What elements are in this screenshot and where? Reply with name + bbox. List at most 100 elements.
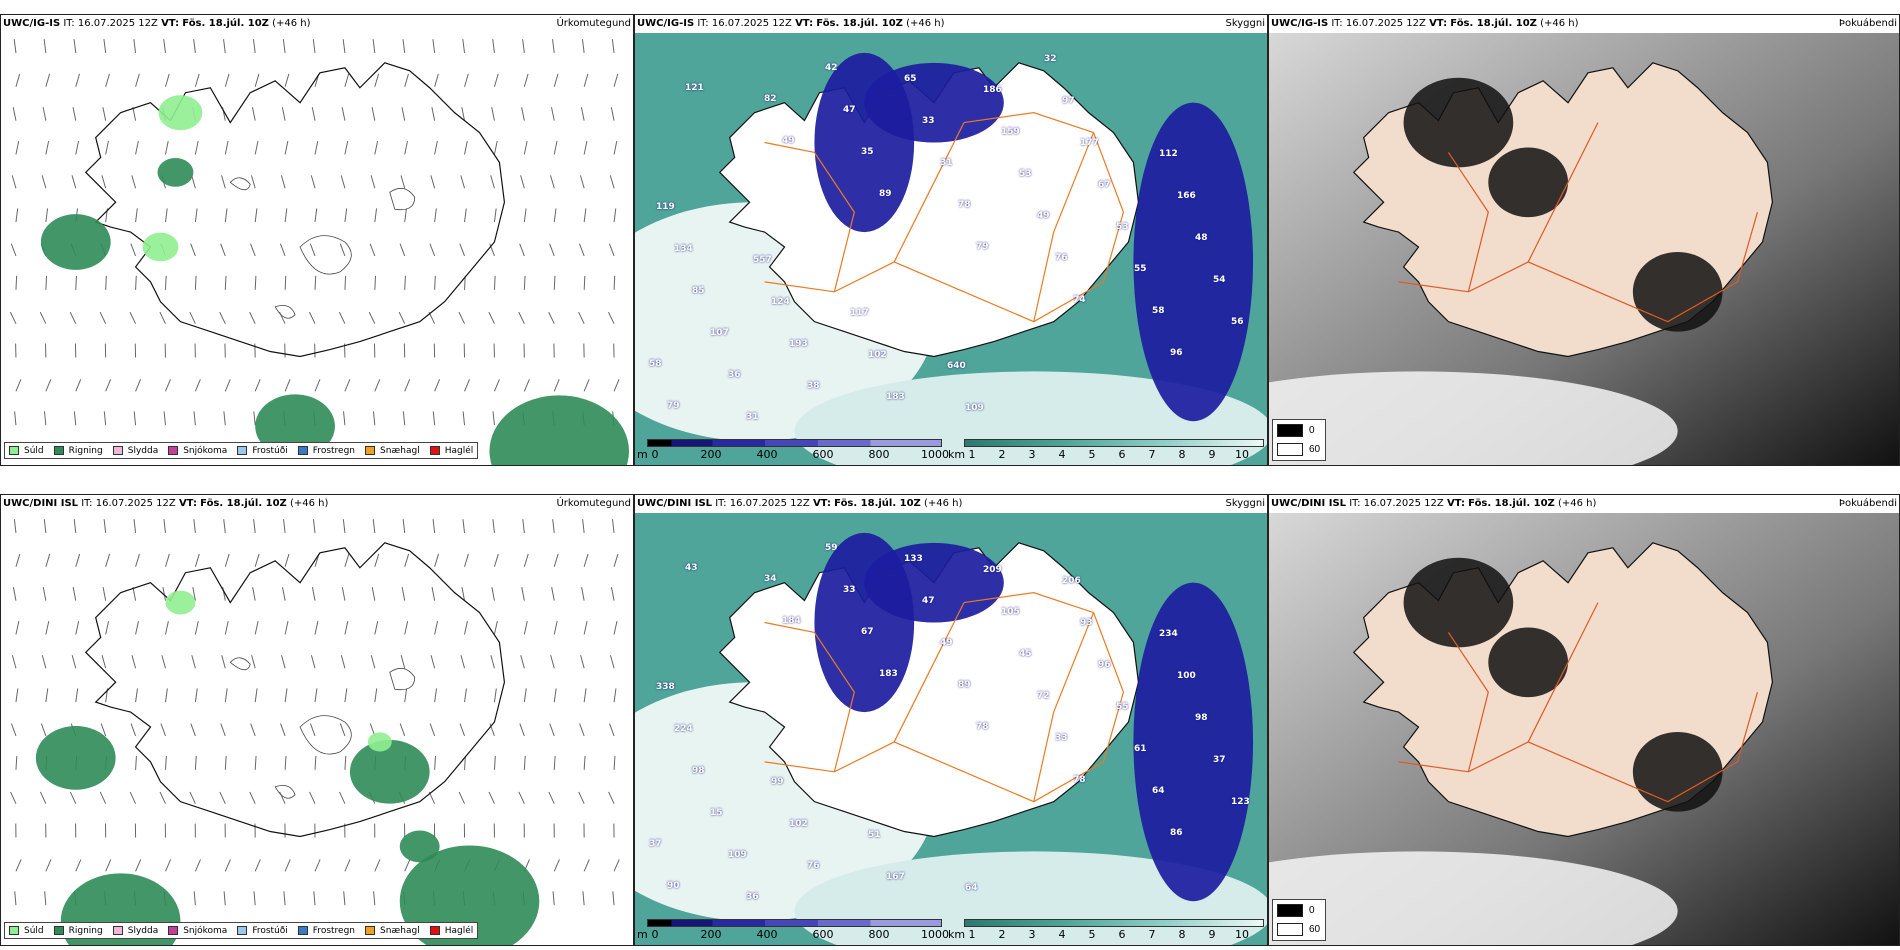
legend-item: Frostúði xyxy=(237,446,288,456)
visibility-value: 64 xyxy=(965,883,978,893)
visibility-value: 49 xyxy=(940,638,953,648)
parameter-name: Þokuábendi xyxy=(1838,498,1897,509)
road-network xyxy=(764,592,1125,803)
panel-visibility: UWC/IG-IS IT: 16.07.2025 12Z VT: Fös. 18… xyxy=(634,14,1268,466)
visibility-value: 78 xyxy=(976,722,989,732)
init-time: 16.07.2025 12Z xyxy=(95,498,176,509)
visibility-value: 102 xyxy=(789,819,808,829)
legend-label: Slydda xyxy=(127,445,159,456)
panel-visibility: UWC/DINI ISL IT: 16.07.2025 12Z VT: Fös.… xyxy=(634,494,1268,946)
legend-label: 0 xyxy=(1309,425,1315,436)
visibility-value: 93 xyxy=(1080,618,1093,628)
colorbar-tick: 400 xyxy=(756,928,778,941)
model-name: UWC/IG-IS xyxy=(3,18,61,29)
visibility-value: 58 xyxy=(649,359,662,369)
legend-label: Snjókoma xyxy=(183,445,228,456)
legend-item: Haglél xyxy=(429,446,473,456)
low-value-area xyxy=(1488,147,1569,218)
legend-swatch xyxy=(429,446,440,455)
visibility-value: 186 xyxy=(983,85,1002,95)
colorbar-tick: 6 xyxy=(1118,928,1126,941)
visibility-value: 59 xyxy=(825,543,838,553)
it-label: IT: xyxy=(1349,498,1361,509)
legend-item: Slydda xyxy=(112,926,158,936)
low-vis-area xyxy=(1133,102,1254,422)
legend-swatch xyxy=(112,926,123,935)
legend-item: Snjókoma xyxy=(168,926,227,936)
panel-title: UWC/DINI ISL IT: 16.07.2025 12Z VT: Fös.… xyxy=(637,498,962,509)
precip-area xyxy=(158,95,203,131)
colorbar-tick: 5 xyxy=(1088,448,1096,461)
precip-area xyxy=(40,214,111,270)
colorbar-tick: 2 xyxy=(998,928,1006,941)
visibility-value: 183 xyxy=(879,669,898,679)
colorbar-tick: 9 xyxy=(1208,928,1216,941)
visibility-value: 177 xyxy=(1080,138,1099,148)
colorbar-strip xyxy=(647,919,942,927)
visibility-value: 557 xyxy=(753,255,772,265)
legend-label: Snæhagl xyxy=(380,445,420,456)
model-name: UWC/IG-IS xyxy=(637,18,695,29)
visibility-value: 53 xyxy=(1116,222,1129,232)
panel-title: UWC/DINI ISL IT: 16.07.2025 12Z VT: Fös.… xyxy=(3,498,328,509)
visibility-value: 224 xyxy=(674,724,693,734)
precip-area xyxy=(142,232,179,262)
visibility-value: 56 xyxy=(1231,317,1244,327)
map-area[interactable] xyxy=(635,33,1267,465)
legend-item: 0 xyxy=(1277,424,1315,437)
map-area[interactable] xyxy=(635,513,1267,945)
map-area[interactable] xyxy=(1269,513,1899,945)
legend-swatch xyxy=(1277,443,1303,456)
visibility-value: 123 xyxy=(1231,797,1250,807)
lead-time: (+46 h) xyxy=(1558,498,1597,509)
visibility-value: 49 xyxy=(1037,211,1050,221)
colorbar-meters: m 0 200 400 600 800 1000 xyxy=(637,439,949,463)
valid-time: Fös. 18.júl. 10Z xyxy=(182,18,269,29)
visibility-value: 100 xyxy=(1177,671,1196,681)
map-area[interactable] xyxy=(1,33,633,465)
legend-label: Snæhagl xyxy=(380,925,420,936)
fog-legend: 0 60 xyxy=(1272,419,1326,461)
coastline xyxy=(84,542,506,838)
road-network xyxy=(764,112,1125,323)
legend-item: Haglél xyxy=(429,926,473,936)
panel-title: UWC/DINI ISL IT: 16.07.2025 12Z VT: Fös.… xyxy=(1271,498,1596,509)
visibility-value: 38 xyxy=(807,381,820,391)
visibility-map xyxy=(635,513,1267,945)
map-area[interactable] xyxy=(1269,33,1899,465)
vt-label: VT: xyxy=(161,18,180,29)
visibility-value: 54 xyxy=(1213,275,1226,285)
precip-type-legend: Súld Rigning Slydda Snjókoma Frostúði Frostre… xyxy=(4,442,479,459)
visibility-value: 112 xyxy=(1159,149,1178,159)
model-name: UWC/DINI ISL xyxy=(637,498,713,509)
legend-item: 60 xyxy=(1277,923,1320,936)
visibility-value: 184 xyxy=(782,616,801,626)
legend-swatch xyxy=(365,446,376,455)
colorbar-ticks: 1 2 3 4 5 6 7 8 9 10 xyxy=(948,928,1266,942)
visibility-value: 36 xyxy=(728,370,741,380)
visibility-value: 48 xyxy=(1195,233,1208,243)
visibility-value: 31 xyxy=(940,158,953,168)
visibility-value: 32 xyxy=(1044,54,1057,64)
colorbar-tick: 10 xyxy=(1235,448,1249,461)
visibility-value: 99 xyxy=(771,777,784,787)
colorbar-tick: 1 xyxy=(968,928,976,941)
visibility-value: 76 xyxy=(1055,253,1068,263)
lead-time: (+46 h) xyxy=(272,18,311,29)
precip-area xyxy=(399,845,540,945)
precip-area xyxy=(399,830,440,863)
colorbar-tick: 8 xyxy=(1178,928,1186,941)
visibility-value: 43 xyxy=(685,563,698,573)
map-area[interactable] xyxy=(1,513,633,945)
vt-label: VT: xyxy=(1446,498,1465,509)
fog-indicator-map xyxy=(1269,33,1899,465)
panel-precip: UWC/IG-IS IT: 16.07.2025 12Z VT: Fös. 18… xyxy=(0,14,634,466)
glacier-outline xyxy=(299,235,352,275)
colorbar-strip xyxy=(964,439,1264,447)
visibility-value: 36 xyxy=(746,892,759,902)
visibility-value: 55 xyxy=(1134,264,1147,274)
visibility-value: 206 xyxy=(1062,576,1081,586)
legend-item: 0 xyxy=(1277,904,1315,917)
legend-swatch xyxy=(53,446,64,455)
low-value-area xyxy=(1632,251,1723,332)
